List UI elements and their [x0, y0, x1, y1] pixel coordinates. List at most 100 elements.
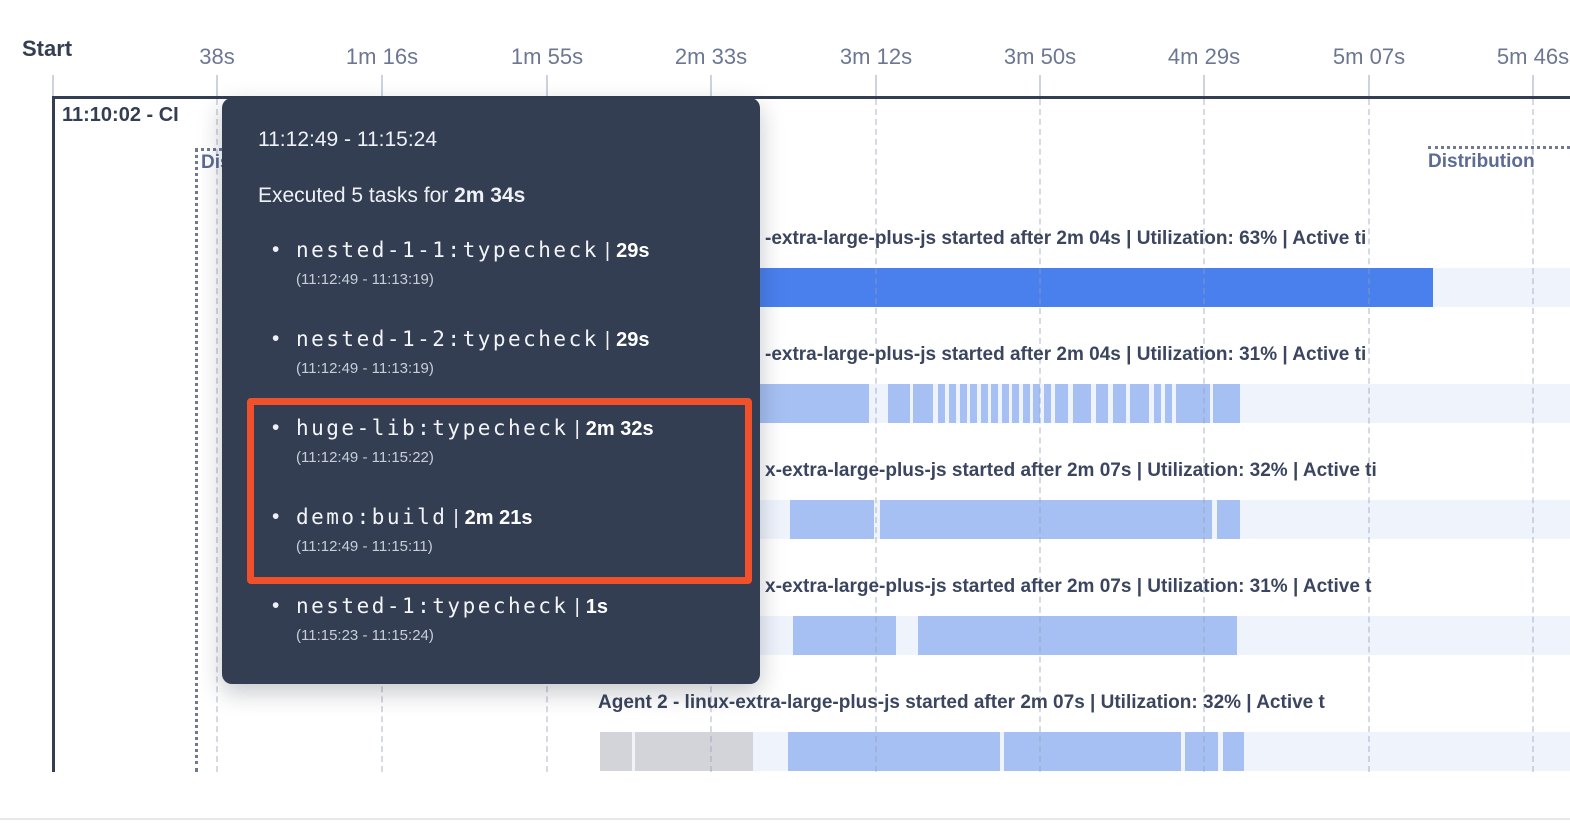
task-bar-segment[interactable] — [1004, 732, 1181, 771]
distribution-box-left-edge — [195, 148, 198, 772]
task-bar-segment[interactable] — [949, 384, 956, 423]
task-bar-segment[interactable] — [1165, 384, 1172, 423]
axis-tick-mark — [710, 75, 712, 96]
agent-row-label: -extra-large-plus-js started after 2m 04… — [765, 228, 1367, 249]
gridline — [1532, 99, 1534, 772]
task-bar-segment[interactable] — [1217, 500, 1240, 539]
task-separator: | — [574, 596, 580, 618]
task-bar-segment[interactable] — [970, 384, 977, 423]
task-bar-segment[interactable] — [1113, 384, 1126, 423]
task-line: nested-1-1:typecheck | 29s — [272, 238, 744, 263]
task-bar-segment[interactable] — [1154, 384, 1161, 423]
task-time-range: (11:12:49 - 11:13:19) — [296, 360, 434, 377]
task-line: nested-1-2:typecheck | 29s — [272, 327, 744, 352]
task-bar-segment[interactable] — [790, 500, 874, 539]
axis-tick-label: 2m 33s — [674, 44, 748, 69]
task-line: demo:build | 2m 21s — [272, 505, 744, 530]
agent-track — [602, 616, 1570, 655]
tooltip-summary-prefix: Executed 5 tasks for — [258, 184, 449, 207]
tooltip-task-item: • nested-1-1:typecheck | 29s (11:12:49 - 11:… — [272, 238, 744, 288]
distribution-label-right: Distribution — [1428, 151, 1535, 172]
task-bar-segment[interactable] — [1223, 732, 1244, 771]
task-bar-segment[interactable] — [880, 500, 1212, 539]
tooltip-time-range: 11:12:49 - 11:15:24 — [258, 128, 438, 151]
distribution-box-top-edge — [195, 148, 228, 151]
gridline — [1039, 99, 1041, 772]
task-name: nested-1-1:typecheck — [296, 238, 599, 262]
task-time-range: (11:12:49 - 11:15:22) — [296, 449, 434, 466]
task-bar-segment[interactable] — [793, 616, 896, 655]
task-bar-segment[interactable] — [991, 384, 998, 423]
task-line: nested-1:typecheck | 1s — [272, 594, 744, 619]
task-name: demo:build — [296, 505, 448, 529]
chart-left-border — [52, 96, 55, 772]
bullet-icon: • — [272, 327, 280, 350]
task-bar-segment[interactable] — [788, 732, 1000, 771]
task-tooltip: 11:12:49 - 11:15:24 Executed 5 tasks for… — [222, 98, 760, 684]
axis-tick-label: 5m 46s — [1496, 44, 1570, 69]
axis-tick-mark — [1039, 75, 1041, 96]
axis-tick-mark — [1368, 75, 1370, 96]
axis-tick-mark — [1532, 75, 1534, 96]
task-bar-segment[interactable] — [1073, 384, 1091, 423]
gridline — [216, 99, 218, 772]
task-duration: 2m 21s — [464, 507, 533, 529]
axis-tick-mark — [546, 75, 548, 96]
task-bar-segment[interactable] — [1213, 384, 1240, 423]
task-bar-segment[interactable] — [600, 732, 632, 771]
axis-start-label: Start — [22, 36, 73, 61]
tooltip-task-item: • nested-1:typecheck | 1s (11:15:23 - 11:15:… — [272, 594, 744, 644]
bullet-icon: • — [272, 238, 280, 261]
distribution-label-left: Distribution — [201, 152, 223, 173]
task-duration: 29s — [616, 240, 650, 262]
task-bar-segment[interactable] — [1055, 384, 1068, 423]
axis-tick-mark — [381, 75, 383, 96]
task-duration: 29s — [616, 329, 650, 351]
task-time-range: (11:12:49 - 11:15:11) — [296, 538, 433, 555]
run-title: 11:10:02 - CI — [62, 104, 179, 126]
task-bar-segment[interactable] — [913, 384, 933, 423]
bullet-icon: • — [272, 594, 280, 617]
task-bar-segment[interactable] — [1044, 384, 1051, 423]
axis-tick-label: 5m 07s — [1332, 44, 1406, 69]
task-bar-segment[interactable] — [1033, 384, 1040, 423]
tooltip-summary: Executed 5 tasks for 2m 34s — [258, 184, 525, 208]
highlight-box — [247, 398, 752, 584]
task-bar-segment[interactable] — [1185, 732, 1218, 771]
task-separator: | — [453, 507, 459, 529]
task-separator: | — [604, 329, 611, 351]
agent-row-label: -extra-large-plus-js started after 2m 04… — [765, 344, 1367, 365]
axis-tick-label: 4m 29s — [1167, 44, 1241, 69]
task-bar-segment[interactable] — [635, 732, 753, 771]
axis-tick-label: 3m 50s — [1003, 44, 1077, 69]
agent-track — [602, 500, 1570, 539]
task-time-range: (11:12:49 - 11:13:19) — [296, 271, 434, 288]
task-bar-segment[interactable] — [1012, 384, 1019, 423]
agent-track — [600, 732, 1570, 771]
task-name: huge-lib:typecheck — [296, 416, 569, 440]
task-bar-segment[interactable] — [918, 616, 1237, 655]
axis-tick-label: 1m 16s — [345, 44, 419, 69]
axis-tick-mark — [875, 75, 877, 96]
task-duration: 1s — [585, 596, 609, 618]
bullet-icon: • — [272, 416, 280, 439]
task-bar-segment[interactable] — [1096, 384, 1108, 423]
task-name: nested-1:typecheck — [296, 594, 569, 618]
task-bar-segment[interactable] — [981, 384, 988, 423]
task-time-range: (11:15:23 - 11:15:24) — [296, 627, 434, 644]
tooltip-summary-duration: 2m 34s — [454, 184, 526, 207]
task-separator: | — [574, 418, 580, 440]
axis-tick-label: 3m 12s — [839, 44, 913, 69]
task-bar-segment[interactable] — [888, 384, 910, 423]
distribution-box-top-edge-right — [1428, 146, 1570, 149]
chart-top-border — [52, 96, 1570, 99]
task-bar-segment[interactable] — [1176, 384, 1210, 423]
agent-row-label: Agent 2 - linux-extra-large-plus-js star… — [598, 692, 1325, 713]
task-bar-segment[interactable] — [1002, 384, 1009, 423]
task-bar-segment[interactable] — [1023, 384, 1030, 423]
task-bar-segment[interactable] — [960, 384, 967, 423]
axis-tick-label: 1m 55s — [510, 44, 584, 69]
task-bar-segment[interactable] — [1130, 384, 1149, 423]
task-bar-segment[interactable] — [938, 384, 945, 423]
